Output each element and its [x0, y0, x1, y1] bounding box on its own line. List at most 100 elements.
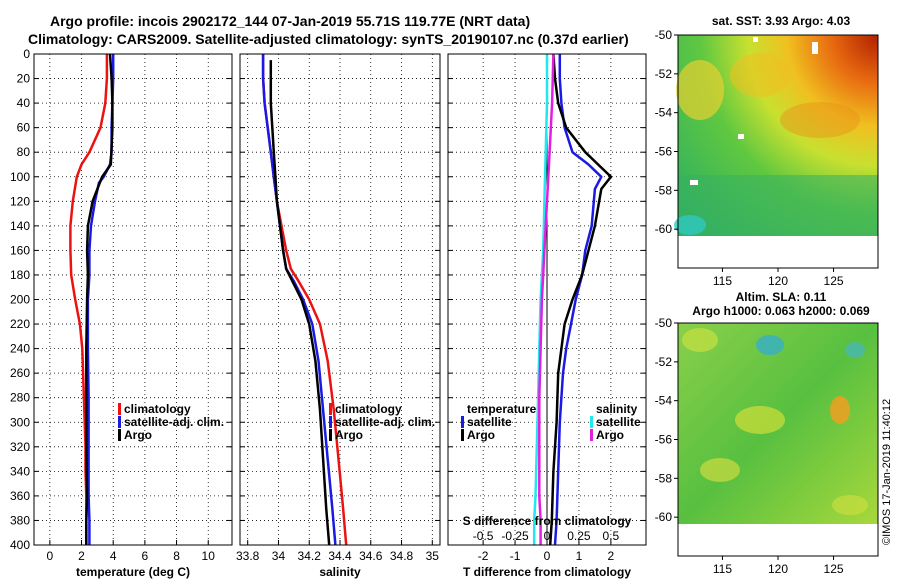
x-tick-label: 8 — [173, 549, 180, 563]
map-y-tick-label: -52 — [655, 355, 673, 369]
legend-swatch-temp-satellite — [461, 416, 464, 428]
sla-map — [677, 322, 879, 557]
x-tick-label: 34.4 — [328, 549, 352, 563]
series-line-temperature-satellite — [553, 54, 603, 546]
series-line-argo — [269, 60, 331, 546]
legend-swatch-temp-argo — [461, 429, 464, 441]
map-y-tick-label: -56 — [655, 433, 673, 447]
sst-map-title: sat. SST: 3.93 Argo: 4.03 — [712, 14, 851, 28]
legend-swatch-argo — [329, 429, 332, 441]
salinity-legend: climatology satellite-adj. clim. Argo — [329, 402, 435, 442]
legend-label-climatology: climatology — [124, 402, 191, 416]
y-tick-label: 260 — [10, 366, 30, 380]
legend-heading-temperature: temperature — [467, 402, 537, 416]
sla-map-title: Altim. SLA: 0.11 — [736, 290, 827, 304]
secondary-axis-label: S difference from climatology — [463, 514, 632, 528]
sst-cold-patch — [674, 215, 706, 235]
sla-map-axes: -50 -52 -54 -56 -58 -60 115 120 125 — [655, 316, 844, 576]
legend-label-argo: Argo — [124, 428, 152, 442]
y-tick-label: 20 — [17, 72, 31, 86]
legend-label-sal-satellite: satellite — [596, 415, 641, 429]
y-tick-label: 140 — [10, 219, 30, 233]
y-tick-label: 160 — [10, 243, 30, 257]
map-x-tick-label: 120 — [768, 274, 788, 288]
secondary-tick-label: 0 — [544, 529, 551, 543]
x-tick-label: 0 — [46, 549, 53, 563]
sst-warm-patch — [676, 60, 724, 120]
legend-label-satellite: satellite-adj. clim. — [124, 415, 224, 429]
sla-low-patch — [845, 342, 865, 358]
y-tick-label: 320 — [10, 440, 30, 454]
figure-title-line2: Climatology: CARS2009. Satellite-adjuste… — [28, 31, 629, 47]
map-y-tick-label: -50 — [655, 28, 673, 42]
legend-label-sal-argo: Argo — [596, 428, 624, 442]
sla-high-patch — [830, 396, 850, 424]
secondary-tick-label: 0.25 — [567, 529, 591, 543]
map-y-tick-label: -58 — [655, 471, 673, 485]
x-tick-label: 10 — [202, 549, 216, 563]
difference-panel: -2 -1 0 1 2 T difference from climatology S di… — [447, 53, 647, 579]
map-y-tick-label: -50 — [655, 316, 673, 330]
y-tick-label: 200 — [10, 293, 30, 307]
sla-high-patch — [700, 458, 740, 482]
x-tick-label: 0 — [544, 549, 551, 563]
series-line-salinity-argo — [538, 53, 555, 545]
sst-warm-patch — [730, 53, 790, 97]
x-tick-label: 34.2 — [298, 549, 322, 563]
legend-label-temp-satellite: satellite — [467, 415, 512, 429]
salinity-panel: 33.8 34 34.2 34.4 34.6 34.8 35 salinity — [236, 53, 441, 579]
sst-cloud-gap — [753, 37, 758, 42]
x-tick-label: 35 — [426, 549, 440, 563]
map-y-tick-label: -60 — [655, 222, 673, 236]
legend-swatch-sal-satellite — [590, 416, 593, 428]
map-y-tick-label: -58 — [655, 183, 673, 197]
sst-map-axes: -50 -52 -54 -56 -58 -60 115 120 125 — [655, 28, 844, 288]
y-tick-label: 220 — [10, 317, 30, 331]
x-tick-label: -1 — [510, 549, 521, 563]
x-axis-label: temperature (deg C) — [76, 565, 190, 579]
sst-warm-patch — [780, 102, 860, 138]
credit-text: ©IMOS 17-Jan-2019 11:40:12 — [881, 399, 893, 545]
legend-swatch-satellite — [118, 416, 121, 428]
sla-high-patch — [735, 406, 785, 434]
y-tick-label: 120 — [10, 194, 30, 208]
map-x-tick-label: 115 — [713, 274, 732, 288]
y-tick-label: 280 — [10, 391, 30, 405]
map-x-tick-label: 115 — [713, 562, 732, 576]
secondary-tick-label: -0.25 — [501, 529, 529, 543]
series-line-temperature-argo — [548, 53, 613, 546]
y-tick-label: 40 — [17, 96, 31, 110]
sst-cloud-gap — [812, 42, 818, 54]
temperature-legend: climatology satellite-adj. clim. Argo — [118, 402, 224, 442]
y-tick-label: 360 — [10, 489, 30, 503]
map-x-tick-label: 125 — [824, 274, 844, 288]
map-y-tick-label: -54 — [655, 394, 673, 408]
difference-legend: temperature satellite Argo salinity sate… — [461, 402, 641, 442]
map-y-tick-label: -56 — [655, 145, 673, 159]
y-tick-label: 60 — [17, 121, 31, 135]
x-tick-label: 2 — [608, 549, 615, 563]
sst-cool-band — [678, 175, 878, 236]
sst-map-nodata — [678, 236, 878, 268]
y-tick-label: 380 — [10, 513, 30, 527]
x-tick-label: 2 — [78, 549, 85, 563]
secondary-tick-label: 0.5 — [603, 529, 620, 543]
legend-swatch-sal-argo — [590, 429, 593, 441]
y-tick-label: 340 — [10, 464, 30, 478]
y-tick-label: 80 — [17, 145, 31, 159]
secondary-tick-label: -0.5 — [473, 529, 494, 543]
legend-swatch-climatology — [118, 403, 121, 415]
y-tick-label: 100 — [10, 170, 30, 184]
map-y-tick-label: -54 — [655, 106, 673, 120]
sla-high-patch — [832, 495, 868, 515]
x-tick-label: 33.8 — [236, 549, 260, 563]
x-tick-label: -2 — [478, 549, 489, 563]
legend-label-climatology: climatology — [335, 402, 402, 416]
sla-map-subtitle: Argo h1000: 0.063 h2000: 0.069 — [692, 304, 870, 318]
legend-heading-salinity: salinity — [596, 402, 638, 416]
y-tick-label: 180 — [10, 268, 30, 282]
map-x-tick-label: 120 — [768, 562, 788, 576]
sla-low-patch — [756, 335, 784, 355]
legend-label-argo: Argo — [335, 428, 363, 442]
